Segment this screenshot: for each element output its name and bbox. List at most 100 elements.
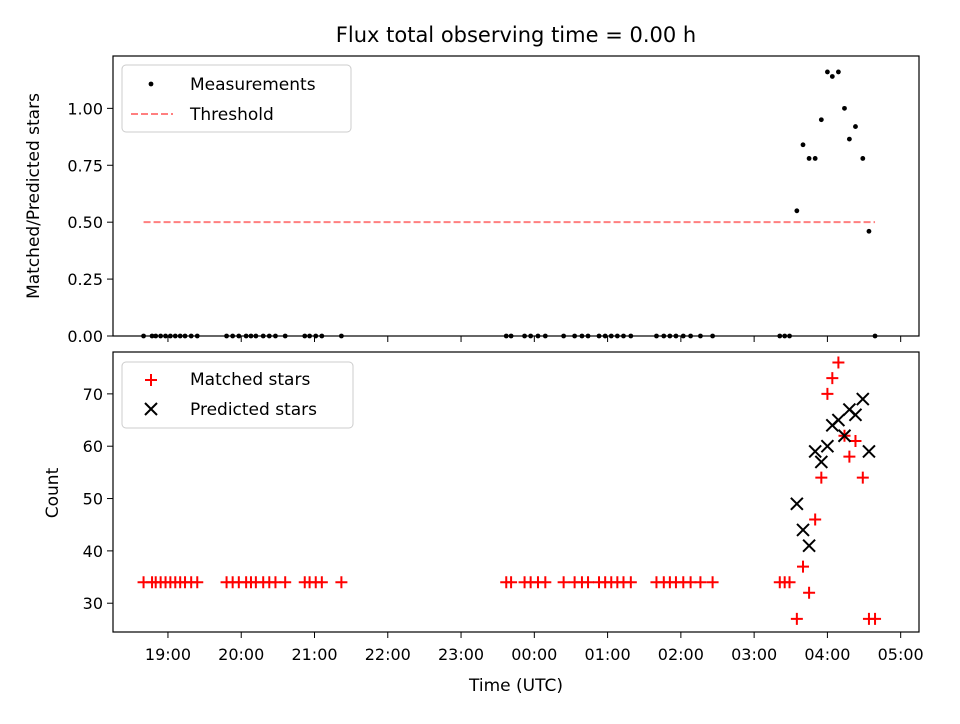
- measurement-point: [338, 333, 344, 339]
- matched-point: [797, 560, 810, 573]
- matched-point: [809, 513, 822, 526]
- legend-matched-marker: [145, 374, 157, 386]
- legend-predicted-label: Predicted stars: [190, 400, 317, 420]
- matched-point: [803, 586, 816, 599]
- measurement-point: [829, 74, 835, 79]
- predicted-point: [848, 408, 863, 422]
- measurement-point: [182, 333, 188, 339]
- top-y-axis-label: Matched/Predicted stars: [24, 93, 44, 299]
- measurement-point: [158, 333, 164, 339]
- measurement-point: [508, 333, 514, 339]
- bottom-legend: Matched stars Predicted stars: [121, 361, 354, 429]
- predicted-point: [814, 455, 829, 469]
- y-tick-label: 30: [83, 594, 103, 613]
- measurement-point: [842, 105, 847, 111]
- measurement-point: [188, 333, 194, 339]
- legend-predicted-marker: [144, 402, 158, 416]
- y-tick-label: 40: [83, 542, 103, 561]
- measurement-point: [230, 333, 236, 339]
- measurement-point: [167, 333, 173, 339]
- measurement-point: [194, 333, 200, 339]
- x-tick-label: 02:00: [658, 645, 704, 664]
- measurement-point: [602, 333, 608, 339]
- measurement-point: [236, 333, 242, 339]
- measurement-point: [825, 69, 830, 75]
- measurement-point: [572, 333, 578, 339]
- matched-point: [624, 576, 637, 589]
- measurement-point: [307, 333, 312, 339]
- matched-point: [783, 576, 796, 589]
- measurement-point: [614, 333, 620, 339]
- measurement-point: [243, 333, 249, 339]
- legend-threshold-label: Threshold: [189, 105, 274, 125]
- matched-point: [856, 471, 869, 484]
- matched-point: [826, 372, 839, 385]
- matched-point: [335, 576, 348, 589]
- bottom-y-axis-label: Count: [43, 467, 63, 518]
- measurement-point: [177, 333, 183, 339]
- measurement-point: [153, 333, 159, 339]
- measurement-point: [800, 142, 806, 148]
- x-tick-label: 21:00: [291, 645, 337, 664]
- measurement-point: [710, 333, 715, 339]
- y-tick-label: 50: [83, 490, 103, 509]
- measurement-point: [806, 156, 812, 161]
- matched-point: [706, 576, 719, 589]
- legend-measurements-label: Measurements: [190, 75, 316, 95]
- measurement-point: [273, 333, 278, 339]
- matched-point: [821, 387, 834, 400]
- y-tick-label: 0.75: [67, 156, 103, 175]
- axes-frame: [112, 351, 920, 633]
- matched-point: [694, 576, 707, 589]
- matched-point: [315, 576, 328, 589]
- measurement-point: [794, 208, 800, 214]
- matched-point: [582, 576, 595, 589]
- matched-point: [557, 576, 570, 589]
- x-tick-label: 19:00: [145, 645, 191, 664]
- matched-point: [815, 471, 828, 484]
- measurement-point: [542, 333, 548, 339]
- axes-frame: [112, 55, 920, 337]
- measurement-point: [608, 333, 614, 339]
- measurement-point: [522, 333, 527, 339]
- measurement-point: [667, 333, 673, 339]
- measurement-point: [787, 333, 792, 339]
- matched-point: [869, 612, 882, 625]
- measurement-point: [585, 333, 591, 339]
- legend-measurements-marker: [148, 81, 154, 87]
- y-tick-label: 1.00: [67, 99, 103, 118]
- predicted-point: [802, 538, 816, 553]
- measurement-point: [535, 333, 541, 339]
- measurement-point: [872, 333, 878, 339]
- measurement-point: [253, 333, 259, 339]
- predicted-point: [808, 444, 822, 459]
- measurement-point: [846, 136, 852, 142]
- measurement-point: [654, 333, 659, 339]
- measurement-point: [818, 117, 824, 123]
- predicted-point: [790, 497, 804, 511]
- measurement-point: [866, 228, 872, 234]
- x-tick-label: 03:00: [731, 645, 777, 664]
- predicted-point: [796, 523, 810, 537]
- matched-point: [191, 576, 204, 589]
- y-tick-label: 0.00: [67, 327, 103, 346]
- measurement-point: [673, 333, 679, 339]
- x-tick-label: 04:00: [804, 645, 850, 664]
- measurement-point: [777, 333, 783, 339]
- x-tick-label: 05:00: [878, 645, 924, 664]
- matched-point: [279, 576, 292, 589]
- y-tick-label: 0.50: [67, 213, 103, 232]
- predicted-point: [831, 413, 846, 427]
- measurement-point: [621, 333, 626, 339]
- bottom-panel-counts: 30 40 50 60 70 19:00 20:00 21:00 22:00 23:00 00:00…: [83, 351, 924, 664]
- predicted-point: [820, 439, 835, 453]
- y-tick-label: 0.25: [67, 270, 103, 289]
- measurement-point: [302, 333, 308, 339]
- measurement-point: [282, 333, 288, 339]
- x-tick-label: 20:00: [218, 645, 264, 664]
- matched-point: [790, 612, 803, 625]
- matched-point: [539, 576, 552, 589]
- matched-point: [832, 356, 845, 369]
- measurement-point: [248, 333, 254, 339]
